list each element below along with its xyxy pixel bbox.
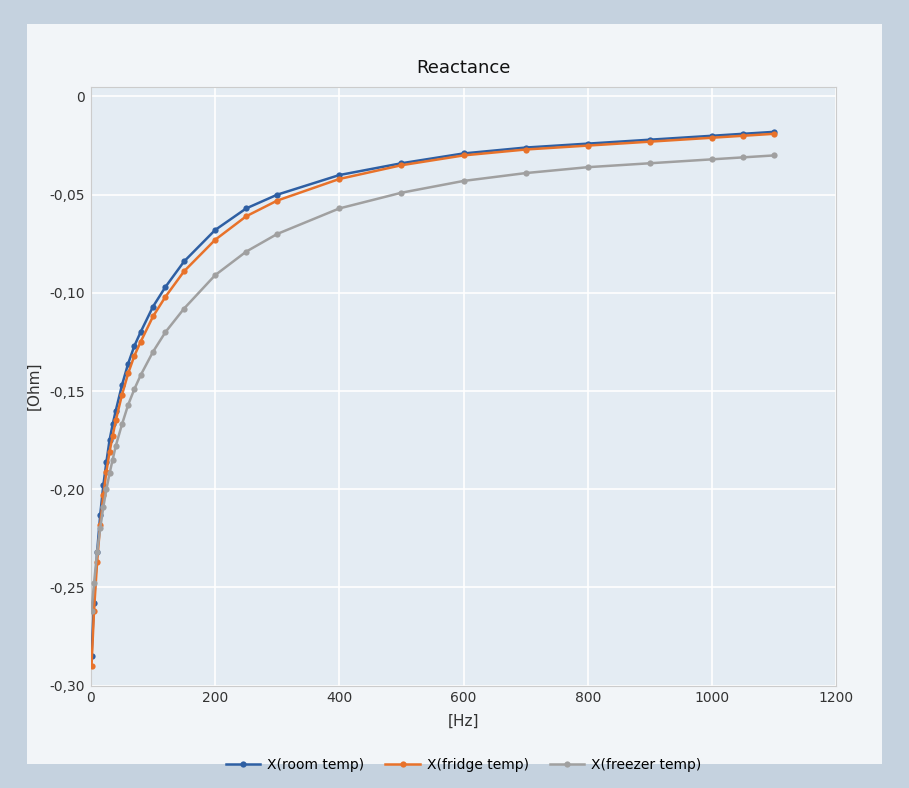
- X(fridge temp): [272, 196, 283, 206]
- Legend: X(room temp), X(fridge temp), X(freezer temp): X(room temp), X(fridge temp), X(freezer …: [220, 753, 707, 778]
- X(freezer temp): [160, 327, 171, 336]
- X(fridge temp): [95, 520, 105, 530]
- X(room temp): [104, 436, 115, 445]
- X(room temp): [123, 359, 134, 368]
- X(fridge temp): [738, 131, 749, 140]
- X(freezer temp): [104, 469, 115, 478]
- X(room temp): [95, 510, 105, 519]
- X(fridge temp): [706, 133, 717, 143]
- X(room temp): [88, 598, 99, 608]
- X(fridge temp): [178, 266, 190, 276]
- X(room temp): [129, 341, 140, 351]
- X(freezer temp): [583, 162, 594, 172]
- X(room temp): [738, 129, 749, 139]
- X(freezer temp): [396, 188, 407, 198]
- X(freezer temp): [92, 548, 103, 557]
- X(freezer temp): [86, 606, 97, 615]
- X-axis label: [Hz]: [Hz]: [448, 713, 479, 728]
- X(freezer temp): [334, 203, 345, 213]
- Title: Reactance: Reactance: [416, 59, 511, 76]
- X(freezer temp): [88, 578, 99, 588]
- X(room temp): [334, 170, 345, 180]
- X(freezer temp): [738, 153, 749, 162]
- X(room temp): [583, 139, 594, 148]
- X(fridge temp): [101, 466, 112, 476]
- X(room temp): [178, 257, 190, 266]
- X(room temp): [272, 190, 283, 199]
- X(freezer temp): [458, 177, 469, 186]
- X(room temp): [458, 149, 469, 158]
- X(fridge temp): [88, 606, 99, 615]
- X(room temp): [147, 302, 158, 311]
- Line: X(room temp): X(room temp): [88, 128, 777, 660]
- X(fridge temp): [110, 416, 121, 426]
- X(freezer temp): [241, 247, 252, 256]
- Line: X(freezer temp): X(freezer temp): [88, 152, 777, 614]
- X(freezer temp): [95, 524, 105, 533]
- X(freezer temp): [706, 154, 717, 164]
- X(room temp): [210, 225, 221, 235]
- Line: X(fridge temp): X(fridge temp): [88, 131, 777, 669]
- X(freezer temp): [110, 441, 121, 451]
- X(room temp): [396, 158, 407, 168]
- X(freezer temp): [135, 370, 146, 380]
- X(room temp): [706, 131, 717, 140]
- X(room temp): [769, 127, 780, 136]
- X(freezer temp): [178, 304, 190, 314]
- X(freezer temp): [520, 169, 531, 178]
- X(room temp): [101, 457, 112, 466]
- X(freezer temp): [272, 229, 283, 239]
- X(fridge temp): [86, 661, 97, 671]
- X(fridge temp): [116, 390, 127, 400]
- X(fridge temp): [396, 161, 407, 170]
- X(fridge temp): [98, 490, 109, 500]
- X(fridge temp): [160, 292, 171, 302]
- X(freezer temp): [123, 400, 134, 410]
- X(room temp): [116, 381, 127, 390]
- X(fridge temp): [769, 129, 780, 139]
- X(room temp): [107, 420, 118, 429]
- X(fridge temp): [241, 211, 252, 221]
- X(fridge temp): [92, 557, 103, 567]
- X(fridge temp): [107, 432, 118, 441]
- X(fridge temp): [583, 141, 594, 151]
- X(freezer temp): [147, 347, 158, 356]
- X(freezer temp): [116, 420, 127, 429]
- X(freezer temp): [129, 385, 140, 394]
- X(room temp): [86, 652, 97, 661]
- X(fridge temp): [129, 351, 140, 360]
- X(room temp): [98, 481, 109, 490]
- X(fridge temp): [104, 447, 115, 456]
- X(room temp): [241, 203, 252, 213]
- X(room temp): [135, 327, 146, 336]
- X(freezer temp): [107, 455, 118, 464]
- X(freezer temp): [769, 151, 780, 160]
- X(fridge temp): [520, 145, 531, 154]
- X(room temp): [160, 282, 171, 292]
- X(fridge temp): [123, 369, 134, 378]
- X(room temp): [92, 548, 103, 557]
- X(fridge temp): [458, 151, 469, 160]
- Y-axis label: [Ohm]: [Ohm]: [26, 362, 42, 411]
- X(freezer temp): [210, 270, 221, 280]
- X(freezer temp): [644, 158, 655, 168]
- X(fridge temp): [644, 137, 655, 147]
- X(room temp): [520, 143, 531, 152]
- X(fridge temp): [135, 337, 146, 347]
- X(room temp): [644, 135, 655, 144]
- X(fridge temp): [210, 235, 221, 244]
- X(fridge temp): [147, 312, 158, 322]
- X(fridge temp): [334, 174, 345, 184]
- X(freezer temp): [101, 485, 112, 494]
- X(room temp): [110, 406, 121, 415]
- X(freezer temp): [98, 502, 109, 511]
